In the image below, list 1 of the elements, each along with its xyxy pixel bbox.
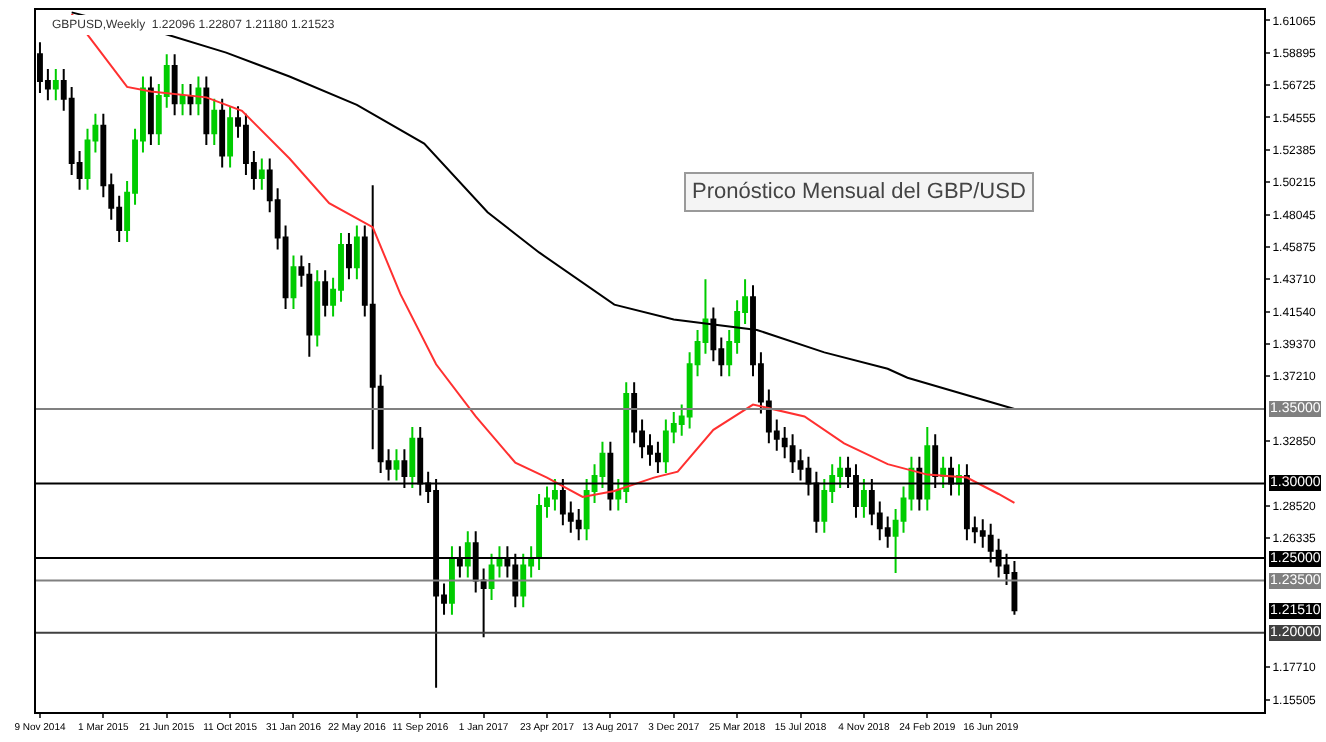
text: Pronóstico Mensual del GBP/USD [692,180,1026,204]
